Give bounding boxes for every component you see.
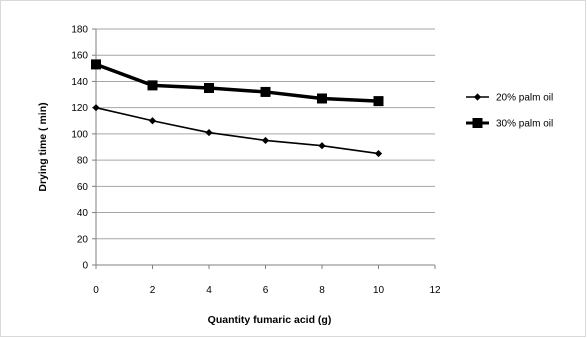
gridlines [92, 28, 435, 266]
y-tick-label-40: 40 [77, 208, 89, 219]
y-tick-label-100: 100 [71, 129, 88, 140]
legend: 20% palm oil 30% palm oil [466, 93, 553, 130]
x-tick-label-12: 12 [429, 285, 441, 296]
x-tick-label-0: 0 [93, 285, 99, 296]
legend-label-30-palm-oil: 30% palm oil [496, 119, 553, 130]
x-tick-label-8: 8 [319, 285, 325, 296]
series-line-30-palm-oil [95, 62, 379, 103]
point-30-palm-oil-0 [91, 59, 101, 70]
y-axis-title: Drying time ( min) [37, 102, 49, 191]
point-20-palm-oil-0 [92, 104, 100, 112]
y-tick-label-120: 120 [71, 103, 88, 114]
y-tick-label-180: 180 [71, 25, 88, 36]
point-30-palm-oil-4 [204, 83, 214, 93]
legend-marker-diamond [473, 93, 482, 101]
y-tick-label-80: 80 [77, 156, 89, 167]
legend-marker-square [472, 118, 483, 128]
legend-item-30-palm-oil: 30% palm oil [466, 118, 553, 130]
x-axis-title: Quantity fumaric acid (g) [208, 314, 332, 326]
series-group [91, 59, 384, 158]
point-30-palm-oil-8 [317, 93, 327, 104]
point-30-palm-oil-6 [260, 86, 271, 97]
point-20-palm-oil-2 [148, 117, 157, 125]
point-20-palm-oil-8 [318, 142, 326, 150]
point-20-palm-oil-4 [205, 128, 213, 137]
axes [95, 29, 436, 269]
point-20-palm-oil-6 [261, 136, 270, 145]
y-tick-label-60: 60 [77, 182, 89, 193]
legend-label-20-palm-oil: 20% palm oil [496, 93, 553, 104]
x-tick-label-2: 2 [150, 285, 156, 296]
y-tick-label-0: 0 [82, 261, 88, 272]
point-30-palm-oil-10 [373, 96, 384, 107]
y-tick-label-160: 160 [71, 51, 88, 62]
x-tick-label-4: 4 [206, 285, 212, 296]
x-tick-label-10: 10 [373, 285, 385, 296]
point-30-palm-oil-2 [147, 80, 158, 91]
series-line-20-palm-oil [95, 106, 379, 155]
y-tick-label-20: 20 [77, 234, 89, 245]
legend-item-20-palm-oil: 20% palm oil [466, 93, 553, 104]
x-tick-labels: 0 2 4 6 8 10 12 [93, 285, 441, 296]
point-20-palm-oil-10 [374, 149, 383, 158]
x-tick-label-6: 6 [263, 285, 269, 296]
y-tick-labels: 0 20 40 60 80 100 120 140 160 180 [71, 25, 88, 272]
y-tick-label-140: 140 [71, 77, 88, 88]
